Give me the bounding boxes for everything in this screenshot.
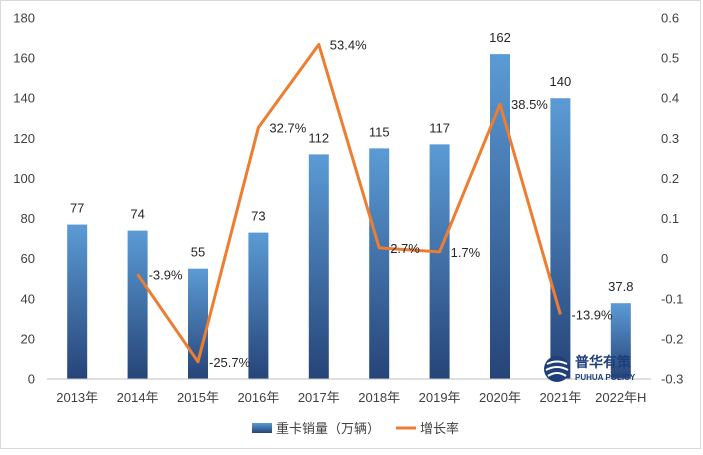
right-axis-tick: 0.4: [661, 91, 679, 106]
right-axis-tick: 0: [661, 251, 668, 266]
bar: [550, 98, 570, 379]
chart-frame: 0 20 40 60 80 100 120 140 160 180 -0.3 -0.2 -0.1 0 0.…: [0, 0, 701, 449]
bar: [67, 225, 87, 379]
right-axis-tick: 0.2: [661, 171, 679, 186]
left-axis-tick: 180: [13, 11, 35, 26]
bar: [128, 231, 148, 379]
left-axis-tick: 140: [13, 91, 35, 106]
right-axis-tick: 0.3: [661, 131, 679, 146]
watermark-subtitle: PUHUA POLICY: [575, 373, 636, 382]
x-axis-tick: 2014年: [117, 390, 159, 405]
x-axis-tick: 2013年: [56, 390, 98, 405]
bar-data-label: 162: [489, 30, 511, 45]
x-axis-tick: 2018年: [358, 390, 400, 405]
bar-data-label: 112: [308, 130, 329, 145]
x-axis: 2013年 2014年 2015年 2016年 2017年 2018年 2019年 2020年…: [56, 390, 646, 405]
bar-data-label: 117: [429, 120, 450, 135]
bar-data-label: 74: [130, 207, 144, 222]
x-axis-tick: 2020年: [479, 390, 521, 405]
bar-data-label: 140: [550, 74, 572, 89]
bar-data-label: 77: [70, 201, 84, 216]
bar: [430, 144, 450, 379]
bar: [369, 148, 389, 379]
growth-data-label: 1.7%: [451, 245, 481, 260]
bar-value-labels: 77 74 55 73 112 115 117 162 140 37.8: [70, 30, 633, 294]
growth-data-label: 38.5%: [511, 97, 548, 112]
left-axis-tick: 0: [28, 372, 35, 387]
x-axis-tick: 2016年: [237, 390, 279, 405]
growth-data-label: 53.4%: [330, 37, 367, 52]
watermark-logo: 普华有策 PUHUA POLICY: [543, 352, 673, 386]
bar: [248, 233, 268, 379]
left-axis-tick: 60: [21, 251, 35, 266]
bar: [309, 154, 329, 379]
right-axis-tick: 0.1: [661, 211, 679, 226]
bar-data-label: 73: [251, 209, 265, 224]
right-axis-tick: -0.1: [661, 291, 683, 306]
bar-data-label: 55: [191, 245, 205, 260]
legend-bar-swatch: [252, 423, 272, 433]
legend-line-label: 增长率: [420, 421, 459, 436]
left-axis: 0 20 40 60 80 100 120 140 160 180: [13, 11, 35, 387]
growth-data-label: -3.9%: [149, 267, 183, 282]
left-axis-tick: 160: [13, 51, 35, 66]
left-axis-tick: 20: [21, 331, 35, 346]
legend: 重卡销量（万辆） 增长率: [252, 421, 459, 436]
right-axis-tick: 0.5: [661, 51, 679, 66]
left-axis-tick: 80: [21, 211, 35, 226]
legend-bar-label: 重卡销量（万辆）: [276, 421, 380, 436]
left-axis-tick: 120: [13, 131, 35, 146]
right-axis-tick: 0.6: [661, 11, 679, 26]
watermark-title: 普华有策: [575, 354, 632, 371]
x-axis-tick: 2019年: [419, 390, 461, 405]
right-axis: -0.3-0.2-0.100.10.20.30.40.50.6: [661, 11, 683, 387]
growth-data-label: 32.7%: [269, 121, 306, 136]
left-axis-tick: 100: [13, 171, 35, 186]
right-axis-tick: -0.2: [661, 331, 683, 346]
x-axis-tick: 2021年: [539, 390, 581, 405]
bar-data-label: 37.8: [608, 279, 633, 294]
x-axis-tick: 2015年: [177, 390, 219, 405]
growth-data-label: -25.7%: [209, 355, 251, 370]
growth-data-label: -13.9%: [571, 307, 613, 322]
x-axis-tick: 2017年: [298, 390, 340, 405]
x-axis-tick: 2022年H: [595, 390, 646, 405]
growth-data-label: 2.7%: [390, 241, 420, 256]
bar-data-label: 115: [369, 124, 390, 139]
left-axis-tick: 40: [21, 291, 35, 306]
